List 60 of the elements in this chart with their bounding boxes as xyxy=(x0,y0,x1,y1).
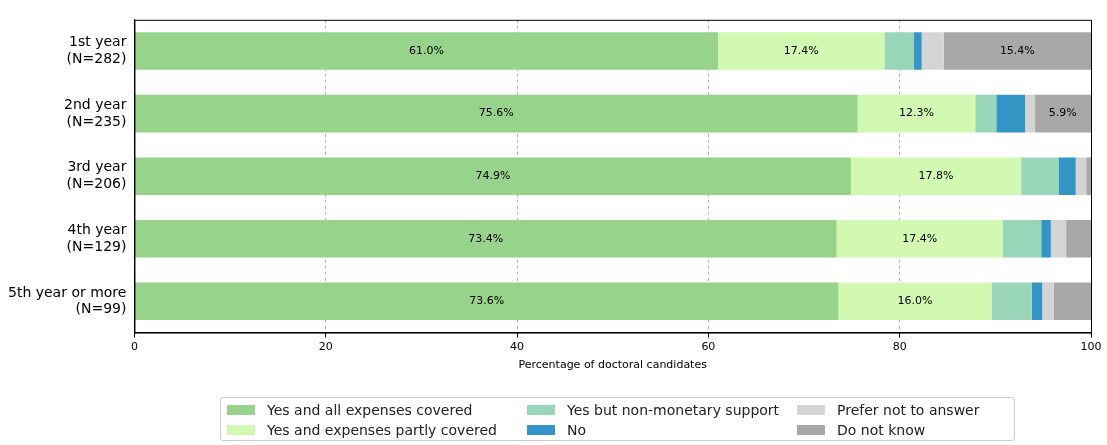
data-label: 12.3% xyxy=(898,106,934,120)
data-label: 15.4% xyxy=(999,43,1035,57)
bar xyxy=(1050,219,1067,258)
x-tick-label: 60 xyxy=(701,340,716,354)
bar xyxy=(857,94,976,133)
bar xyxy=(975,94,997,133)
bar xyxy=(836,219,1003,258)
data-label: 17.8% xyxy=(918,169,954,183)
legend-label: Prefer not to answer xyxy=(836,401,981,420)
data-label: 73.6% xyxy=(469,294,505,308)
y-tick-label: 4th year (N=129) xyxy=(66,221,127,254)
bar xyxy=(134,219,837,258)
bar xyxy=(134,94,858,133)
legend-label: Do not know xyxy=(836,421,927,440)
bar xyxy=(1086,157,1091,195)
bar xyxy=(914,32,922,70)
x-tick-label: 0 xyxy=(130,340,138,354)
legend-label: No xyxy=(566,421,588,440)
bar xyxy=(1042,282,1054,321)
x-axis-title: Percentage of doctoral candidates xyxy=(518,358,708,372)
data-label: 61.0% xyxy=(408,43,444,57)
bar xyxy=(134,282,839,321)
data-label: 73.4% xyxy=(468,231,504,245)
data-label: 17.4% xyxy=(783,43,819,57)
bar xyxy=(850,157,1022,195)
bar xyxy=(1058,157,1076,195)
bar xyxy=(1034,94,1091,133)
bar xyxy=(1053,282,1091,321)
bar xyxy=(921,32,944,70)
bar xyxy=(1003,219,1042,258)
x-tick-label: 20 xyxy=(318,340,333,354)
bar xyxy=(134,32,718,70)
y-tick-label: 5th year or more (N=99) xyxy=(7,283,127,317)
bar xyxy=(134,157,851,195)
y-tick-label: 2nd year (N=235) xyxy=(64,95,127,129)
bar xyxy=(884,32,915,70)
data-label: 5.9% xyxy=(1048,106,1077,120)
x-tick-label: 40 xyxy=(510,340,525,354)
bar xyxy=(1075,157,1087,195)
legend-label: Yes and all expenses covered xyxy=(266,401,474,420)
bar xyxy=(1025,94,1035,133)
data-label: 74.9% xyxy=(475,169,511,183)
bar xyxy=(1066,219,1091,258)
bar xyxy=(838,282,992,321)
y-tick-label: 1st year (N=282) xyxy=(66,33,127,67)
bar xyxy=(943,32,1091,70)
x-tick-label: 80 xyxy=(892,340,907,354)
bar xyxy=(717,32,885,70)
data-label: 17.4% xyxy=(902,231,938,245)
bar xyxy=(991,282,1032,321)
legend-label: Yes and expenses partly covered xyxy=(266,421,498,440)
bar xyxy=(1021,157,1059,195)
x-tick-label: 100 xyxy=(1080,340,1102,354)
data-label: 16.0% xyxy=(897,294,933,308)
bar xyxy=(1041,219,1051,258)
y-tick-label: 3rd year (N=206) xyxy=(66,158,127,192)
bar xyxy=(1031,282,1043,321)
legend-label: Yes but non-monetary support xyxy=(566,401,781,420)
bar xyxy=(996,94,1025,133)
data-label: 75.6% xyxy=(478,106,514,120)
